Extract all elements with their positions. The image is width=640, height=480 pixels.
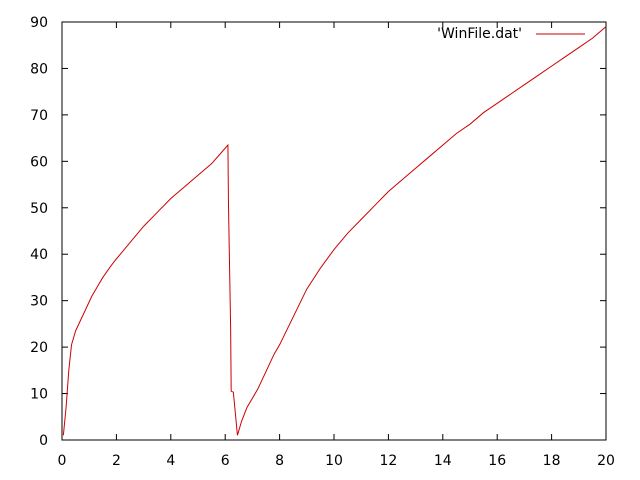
x-tick-label: 12 <box>379 453 397 469</box>
legend: 'WinFile.dat' <box>437 26 585 42</box>
y-tick-label: 60 <box>30 154 48 170</box>
x-tick-label: 6 <box>221 453 230 469</box>
x-tick-label: 2 <box>112 453 121 469</box>
y-tick-label: 10 <box>30 387 48 403</box>
y-tick-label: 30 <box>30 294 48 310</box>
y-tick-label: 0 <box>39 433 48 449</box>
series-layer <box>62 26 607 436</box>
series-line <box>62 26 607 436</box>
x-tick-label: 14 <box>434 453 452 469</box>
x-tick-label: 4 <box>166 453 175 469</box>
legend-label: 'WinFile.dat' <box>437 26 522 42</box>
x-tick-label: 18 <box>543 453 561 469</box>
y-tick-label: 90 <box>30 15 48 31</box>
x-tick-label: 0 <box>58 453 67 469</box>
y-tick-label: 40 <box>30 247 48 263</box>
x-tick-label: 16 <box>488 453 506 469</box>
x-tick-label: 10 <box>325 453 343 469</box>
ticks-layer: 0 2 4 6 8 10 12 14 16 18 20 0 10 20 30 40 50 60 70 80 90 <box>30 15 615 469</box>
y-tick-label: 50 <box>30 201 48 217</box>
x-tick-label: 20 <box>597 453 615 469</box>
x-tick-label: 8 <box>275 453 284 469</box>
y-tick-label: 70 <box>30 108 48 124</box>
y-tick-label: 80 <box>30 61 48 77</box>
y-tick-label: 20 <box>30 340 48 356</box>
